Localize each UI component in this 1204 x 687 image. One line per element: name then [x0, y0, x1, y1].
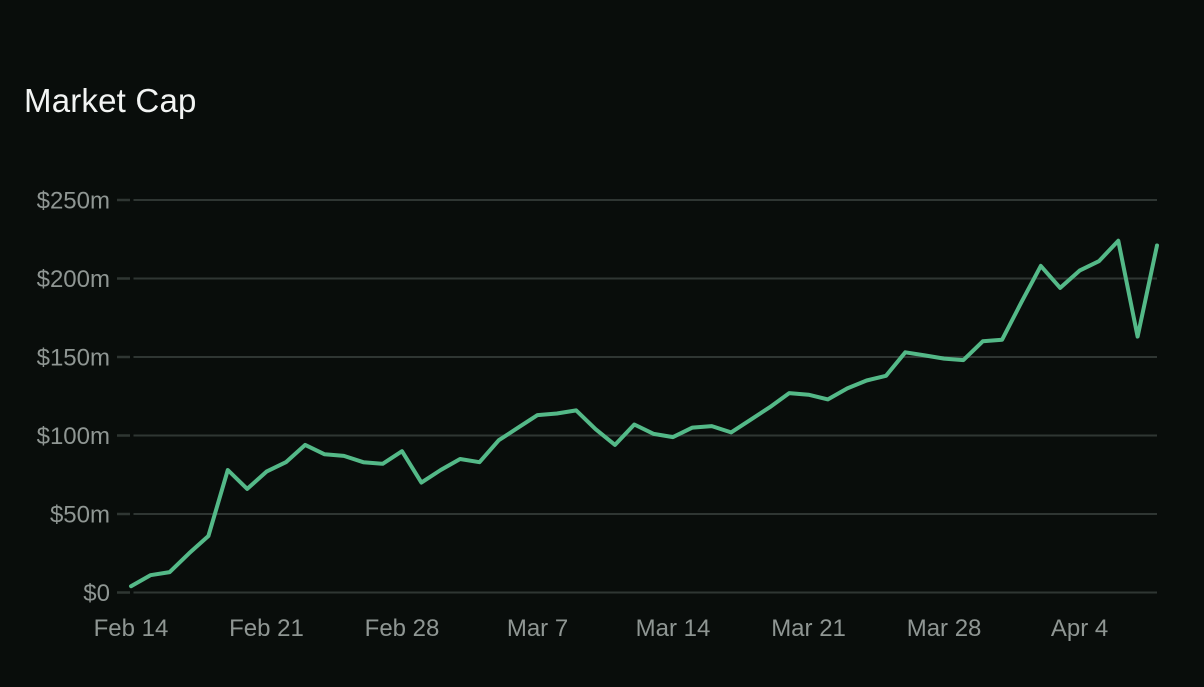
y-tick-label: $0 [83, 580, 110, 607]
y-tick-label: $250m [37, 188, 110, 215]
y-tick-label: $200m [37, 266, 110, 293]
x-tick-label: Mar 7 [507, 615, 568, 642]
chart-title: Market Cap [24, 82, 197, 119]
x-tick-label: Feb 28 [365, 615, 440, 642]
x-tick-label: Mar 28 [907, 615, 982, 642]
y-tick-label: $100m [37, 423, 110, 450]
y-tick-label: $150m [37, 345, 110, 372]
y-tick-label: $50m [50, 502, 110, 529]
market-cap-series-line [129, 238, 1159, 589]
x-tick-label: Feb 21 [229, 615, 304, 642]
x-tick-label: Apr 4 [1051, 615, 1108, 642]
x-tick-label: Feb 14 [94, 615, 169, 642]
x-tick-label: Mar 21 [771, 615, 846, 642]
x-tick-label: Mar 14 [636, 615, 711, 642]
